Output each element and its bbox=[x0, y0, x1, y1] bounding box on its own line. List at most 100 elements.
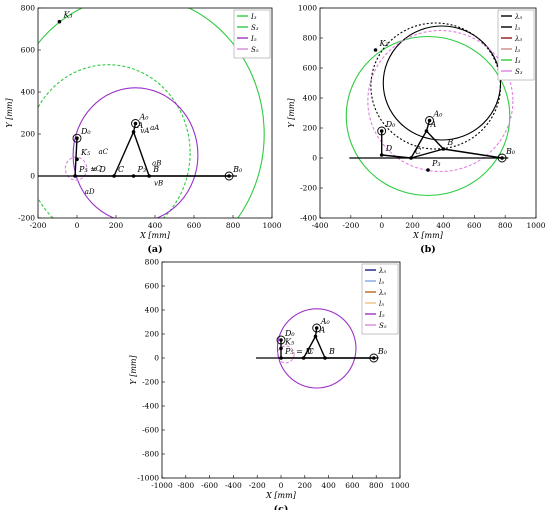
point-A bbox=[131, 130, 136, 134]
curve-S5 bbox=[276, 345, 295, 364]
y-tick-label: 200 bbox=[303, 124, 318, 133]
x-tick-label: 600 bbox=[345, 481, 360, 490]
x-axis-label: X [mm] bbox=[265, 491, 297, 500]
y-tick-label: 800 bbox=[145, 258, 160, 267]
x-tick-label: 400 bbox=[436, 221, 451, 230]
pivot-D0 bbox=[276, 335, 286, 345]
axes-box bbox=[319, 7, 537, 219]
legend-label: I₅ bbox=[250, 35, 257, 43]
legend-label: λ₃ bbox=[514, 13, 522, 21]
point-label-K5: K₅ bbox=[284, 337, 295, 346]
point-label-A: A bbox=[137, 121, 144, 130]
point-label-B: B bbox=[328, 347, 335, 356]
curve-S3 bbox=[38, 64, 191, 218]
x-tick-label: 1000 bbox=[262, 221, 281, 230]
y-axis-label: Y [mm] bbox=[5, 98, 14, 128]
point-B bbox=[323, 356, 327, 360]
legend-label: S₅ bbox=[379, 322, 387, 330]
y-tick-label: 800 bbox=[303, 34, 318, 43]
point-label-D0: D₀ bbox=[80, 127, 91, 136]
y-tick-label: 400 bbox=[303, 94, 318, 103]
x-tick-label: 600 bbox=[187, 221, 202, 230]
legend-label: S₅ bbox=[251, 46, 259, 54]
x-tick-label: 200 bbox=[298, 481, 313, 490]
x-tick-label: -200 bbox=[30, 221, 47, 230]
legend-label: λ₅ bbox=[378, 267, 386, 275]
point-B bbox=[147, 174, 151, 178]
point-label-C: C bbox=[415, 147, 421, 156]
point-label-A: A bbox=[319, 325, 326, 334]
point-B0 bbox=[500, 156, 504, 160]
point-label-A0: A₀ bbox=[320, 317, 331, 326]
legend-label: l₃ bbox=[515, 24, 520, 32]
annotation-aA: aA bbox=[150, 124, 159, 132]
x-tick-label: 400 bbox=[148, 221, 163, 230]
point-label-B: B bbox=[152, 165, 159, 174]
point-C bbox=[112, 174, 116, 178]
y-tick-label: 0 bbox=[154, 354, 159, 363]
plot-area bbox=[38, 8, 265, 218]
point-label-K3: K₃ bbox=[379, 39, 389, 48]
link-D-C bbox=[381, 154, 412, 159]
pivot-B0 bbox=[369, 353, 379, 363]
y-tick-label: 200 bbox=[21, 130, 36, 139]
y-tick-label: 0 bbox=[312, 154, 317, 163]
point-label-K3: K₃ bbox=[62, 11, 72, 20]
annotation-aB: aB bbox=[152, 160, 161, 168]
legend-label: λ₃ bbox=[514, 35, 522, 43]
y-tick-label: -400 bbox=[142, 402, 159, 411]
legend-box bbox=[361, 263, 399, 335]
point-label-B0: B₀ bbox=[232, 165, 243, 174]
legend-box bbox=[497, 9, 535, 81]
x-axis-label: X [mm] bbox=[412, 231, 444, 240]
y-tick-label: 400 bbox=[21, 88, 36, 97]
x-tick-label: 200 bbox=[109, 221, 124, 230]
point-label-A0: A₀ bbox=[139, 113, 150, 122]
point-A0 bbox=[133, 121, 138, 126]
panel-a: K₃ D₀ K₅ P₅ = D C A₀A P₃ B B₀ -200 0 200 400 600 800 10… bbox=[5, 4, 282, 256]
x-tick-label: 600 bbox=[467, 221, 482, 230]
y-tick-label: -400 bbox=[300, 214, 317, 223]
panel-b: K₃ D₀ D C A₀A P₃ B B₀ -400 -200 0 200 400 600 800 1000 -… bbox=[287, 4, 546, 256]
x-tick-label: 0 bbox=[75, 221, 80, 230]
legend: λ₃ l₃ λ₃ l₃ I₃ S₃ bbox=[497, 9, 535, 81]
link-A-B bbox=[425, 130, 444, 150]
legend: I₃ S₃ I₅ S₅ bbox=[233, 9, 271, 59]
legend-label: I₃ bbox=[250, 13, 257, 21]
x-tick-label: -1000 bbox=[151, 481, 173, 490]
y-tick-label: -800 bbox=[142, 450, 159, 459]
point-label-B: B bbox=[446, 138, 453, 147]
legend-label: S₃ bbox=[251, 24, 259, 32]
x-axis-label: X [mm] bbox=[139, 231, 171, 240]
curve-I3 bbox=[38, 8, 265, 218]
point-label-D0: D₀ bbox=[385, 120, 396, 129]
point-K5 bbox=[75, 157, 79, 161]
link-A-C bbox=[302, 336, 317, 359]
annotation-vB: vB bbox=[154, 179, 163, 187]
annotation-aC: aC bbox=[98, 148, 108, 156]
y-tick-label: -200 bbox=[142, 378, 159, 387]
x-tick-label: 0 bbox=[379, 221, 384, 230]
panel-label: (b) bbox=[420, 244, 436, 255]
point-A bbox=[313, 334, 318, 339]
link-C-B bbox=[410, 148, 444, 159]
point-K5 bbox=[279, 346, 283, 351]
point-label-P5=D: P₅ = D bbox=[284, 347, 312, 356]
x-tick-label: 1000 bbox=[526, 221, 545, 230]
legend: λ₅ l₅ λ₅ l₅ I₅ S₅ bbox=[361, 263, 399, 335]
point-A0 bbox=[314, 326, 319, 330]
x-tick-label: -400 bbox=[225, 481, 242, 490]
curve-I5 bbox=[276, 308, 357, 389]
point-label-P5=D: P₅ = D bbox=[78, 165, 106, 174]
y-tick-label: 200 bbox=[145, 330, 160, 339]
x-tick-label: -600 bbox=[201, 481, 218, 490]
y-tick-label: -200 bbox=[18, 214, 35, 223]
curve-I5 bbox=[72, 87, 199, 218]
point-label-P3: P₃ bbox=[137, 165, 147, 174]
point-K3 bbox=[373, 48, 378, 52]
point-P5=D bbox=[279, 356, 283, 360]
point-D0 bbox=[75, 136, 79, 140]
point-A bbox=[424, 129, 429, 133]
point-B0 bbox=[227, 174, 231, 178]
